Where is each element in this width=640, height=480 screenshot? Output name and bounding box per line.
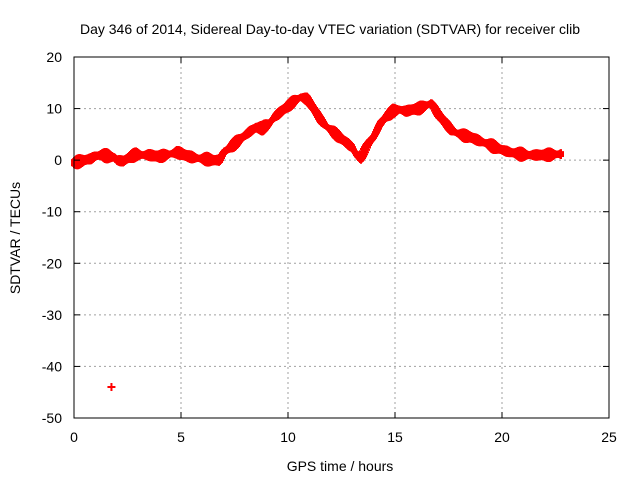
y-tick-label: -10 [42, 204, 62, 220]
y-tick-label: -50 [42, 410, 62, 426]
plot-frame [73, 56, 610, 419]
axes: 0 5 10 15 20 25 -50 -40 -30 -20 -10 0 10 20 [42, 49, 617, 445]
x-tick-label: 0 [70, 429, 78, 445]
x-tick-label: 20 [494, 429, 510, 445]
chart-title: Day 346 of 2014, Sidereal Day-to-day VTE… [80, 21, 580, 37]
data-layer [71, 92, 564, 392]
y-tick-label: 20 [46, 49, 62, 65]
x-axis-label: GPS time / hours [287, 458, 394, 474]
y-axis-label: SDTVAR / TECUs [7, 182, 23, 294]
outlier-point [107, 383, 116, 392]
y-tick-label: 10 [46, 101, 62, 117]
y-tick-label: -20 [42, 255, 62, 271]
x-tick-label: 10 [280, 429, 296, 445]
x-tick-label: 25 [601, 429, 617, 445]
x-tick-label: 15 [387, 429, 403, 445]
y-tick-label: -40 [42, 358, 62, 374]
data-point [558, 149, 564, 156]
x-tick-label: 5 [177, 429, 185, 445]
y-tick-label: 0 [54, 152, 62, 168]
y-tick-label: -30 [42, 307, 62, 323]
